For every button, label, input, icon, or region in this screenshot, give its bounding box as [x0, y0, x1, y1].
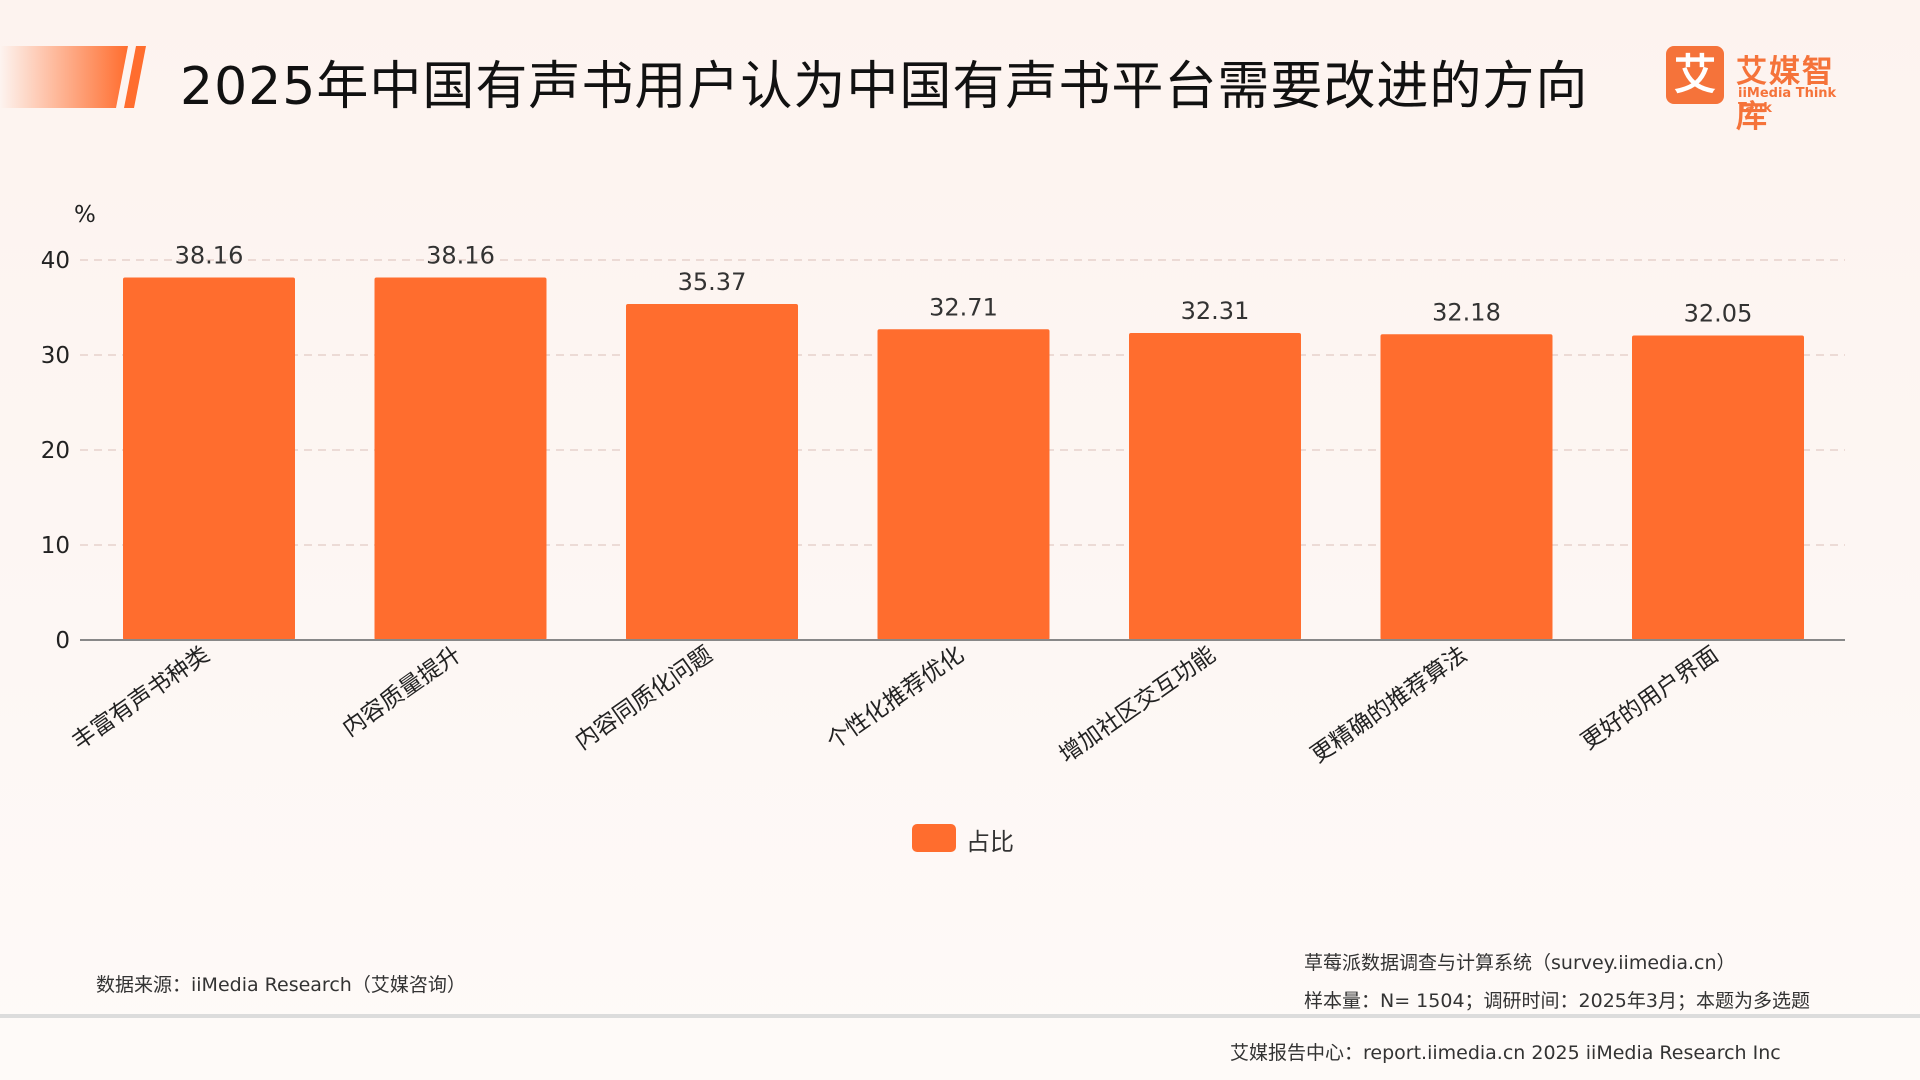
- survey-system: 草莓派数据调查与计算系统（survey.iimedia.cn）: [1304, 952, 1736, 974]
- category-label: 增加社区交互功能: [1055, 642, 1221, 769]
- y-tick-label: 40: [41, 248, 70, 274]
- data-source: 数据来源：iiMedia Research（艾媒咨询）: [96, 974, 466, 996]
- page-title: 2025年中国有声书用户认为中国有声书平台需要改进的方向: [180, 57, 1589, 117]
- sample-note: 样本量：N= 1504；调研时间：2025年3月；本题为多选题: [1304, 990, 1810, 1012]
- bar: [123, 277, 295, 640]
- value-label: 32.71: [929, 293, 998, 321]
- category-label: 内容质量提升: [338, 642, 466, 742]
- value-label: 32.05: [1684, 300, 1753, 328]
- category-labels: 丰富有声书种类 内容质量提升 内容同质化问题 个性化推荐优化 增加社区交互功能 更精确的推…: [68, 642, 1724, 769]
- y-tick-label: 20: [41, 438, 70, 464]
- bar-chart: 0 10 20 30 40 % 38.16 38.16 35.37 32.71 32.31 32.…: [41, 202, 1845, 769]
- value-label: 38.16: [426, 241, 495, 269]
- y-tick-label: 10: [41, 533, 70, 559]
- value-label: 32.31: [1181, 297, 1250, 325]
- logo-mark: 艾: [1666, 46, 1724, 104]
- category-label: 更好的用户界面: [1577, 642, 1724, 756]
- bars: [123, 277, 1804, 640]
- logo-text-en: iiMedia Think Tank: [1738, 86, 1837, 116]
- value-label: 38.16: [175, 241, 244, 269]
- bar: [877, 329, 1050, 640]
- legend-label: 占比: [966, 828, 1014, 856]
- brand-logo: 艾 艾媒智库 iiMedia Think Tank: [1666, 46, 1866, 135]
- logo-text-cn: 艾媒智库: [1736, 54, 1835, 135]
- category-label: 内容同质化问题: [571, 642, 718, 756]
- y-axis-ticks: 0 10 20 30 40: [41, 248, 70, 654]
- footer-divider: [0, 1014, 1920, 1018]
- bar: [1129, 333, 1301, 640]
- bar: [1632, 335, 1804, 640]
- category-label: 个性化推荐优化: [822, 642, 969, 756]
- legend-swatch: [912, 824, 956, 852]
- category-label: 丰富有声书种类: [68, 642, 215, 756]
- y-axis-label: %: [74, 202, 96, 228]
- copyright: 艾媒报告中心：report.iimedia.cn 2025 iiMedia Re…: [1230, 1042, 1781, 1064]
- title-decoration: [0, 46, 146, 108]
- y-tick-label: 30: [41, 343, 70, 369]
- value-label: 35.37: [678, 268, 747, 296]
- value-label: 32.18: [1432, 298, 1501, 326]
- category-label: 更精确的推荐算法: [1306, 642, 1472, 769]
- value-labels: 38.16 38.16 35.37 32.71 32.31 32.18 32.05: [175, 241, 1753, 327]
- y-tick-label: 0: [55, 628, 70, 654]
- bar: [626, 303, 798, 640]
- bar: [1380, 334, 1553, 640]
- bar: [374, 277, 547, 640]
